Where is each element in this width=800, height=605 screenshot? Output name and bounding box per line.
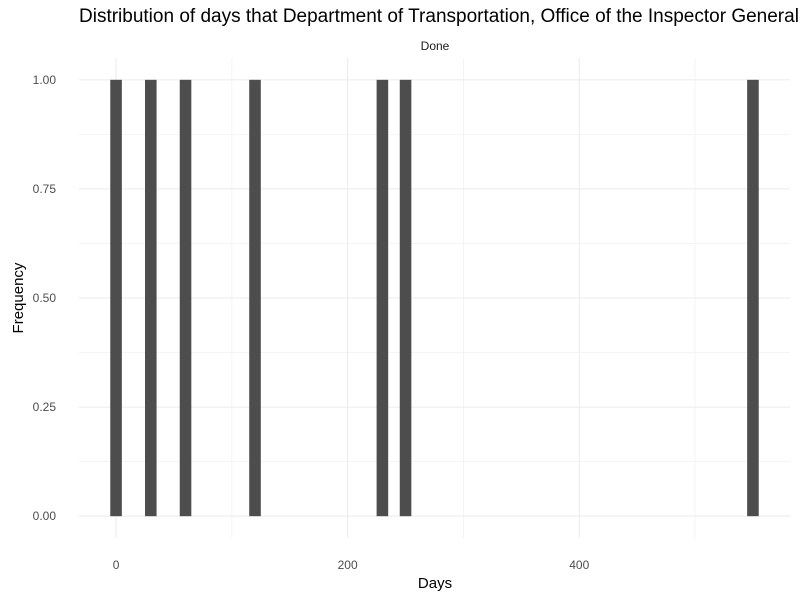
histogram-bar [179,79,192,517]
histogram-bar [145,79,157,517]
y-axis-label: Frequency [10,262,27,333]
histogram-bar [747,79,759,517]
x-tick-label: 400 [569,558,589,572]
x-tick-label: 0 [113,558,120,572]
y-tick-label: 0.00 [33,509,57,523]
x-axis-label: Days [418,575,452,592]
y-tick-label: 0.25 [33,400,57,414]
chart-title: Distribution of days that Department of … [79,6,800,27]
facet-strip-label: Done [421,39,450,53]
y-tick-label: 0.50 [33,291,57,305]
y-tick-label: 0.75 [33,182,57,196]
histogram-bar [110,79,122,517]
x-tick-label: 200 [338,558,358,572]
histogram-bar [376,79,389,517]
bars-layer [110,79,759,517]
y-tick-label: 1.00 [33,73,57,87]
histogram-bar [399,79,412,517]
histogram-bar [249,79,261,517]
ticks-layer: 0.00 0.25 0.50 0.75 1.00 0 200 400 [33,73,590,572]
